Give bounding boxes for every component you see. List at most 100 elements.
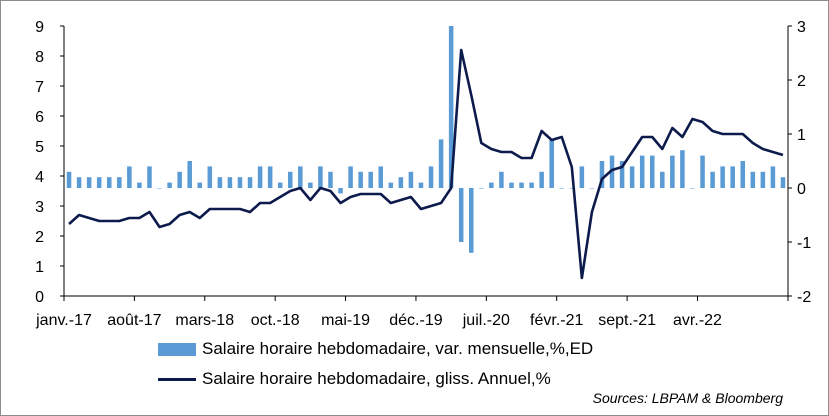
bar-2019-02 [318, 166, 323, 188]
bar-2022-12 [780, 177, 786, 188]
bar-2019-06 [358, 171, 363, 188]
legend-bar-label: Salaire horaire hebdomadaire, var. mensu… [202, 339, 594, 358]
bar-2020-07 [489, 182, 494, 188]
bar-2017-11 [167, 182, 172, 188]
bar-2020-05 [468, 188, 474, 253]
left-tick-label: 0 [35, 289, 44, 306]
legend-bar-swatch [158, 342, 196, 356]
bar-2022-01 [670, 155, 675, 188]
bar-2017-12 [177, 171, 182, 188]
left-tick-label: 4 [35, 169, 44, 186]
bar-2022-11 [770, 166, 776, 188]
bar-2017-01 [66, 171, 72, 188]
bar-2020-12 [539, 171, 544, 188]
bar-2022-04 [700, 155, 705, 188]
x-tick-label: mai-19 [321, 312, 370, 329]
right-tick-label: -2 [797, 289, 811, 306]
bar-2021-11 [649, 155, 655, 188]
bar-2020-01 [428, 166, 434, 188]
legend-line-label: Salaire horaire hebdomadaire, gliss. Ann… [202, 369, 551, 388]
bar-2021-06 [599, 161, 605, 188]
bar-2019-10 [398, 177, 404, 188]
bar-2022-05 [710, 171, 715, 188]
left-tick-label: 3 [35, 199, 44, 216]
bar-2017-10 [157, 188, 162, 189]
bar-2017-08 [137, 182, 142, 188]
x-tick-label: juil.-20 [462, 312, 510, 329]
bar-2021-05 [589, 188, 595, 189]
bar-2020-04 [458, 188, 464, 242]
bar-2020-10 [519, 182, 524, 188]
bar-2020-09 [509, 182, 514, 188]
right-tick-label: 3 [797, 19, 806, 36]
bar-2022-08 [740, 161, 746, 188]
bar-2018-08 [257, 166, 263, 188]
bar-2019-07 [368, 171, 373, 188]
bar-2018-06 [237, 177, 243, 188]
bar-2022-03 [690, 188, 695, 189]
bar-2020-11 [529, 182, 534, 188]
bar-2019-11 [408, 171, 414, 188]
x-tick-label: sept.-21 [598, 312, 656, 329]
bar-2021-07 [609, 155, 615, 188]
bar-2018-02 [197, 182, 203, 188]
bar-2022-07 [730, 166, 735, 188]
bar-series-monthly [66, 26, 786, 253]
x-tick-label: févr.-21 [530, 312, 583, 329]
legend-line-swatch [158, 377, 196, 381]
left-tick-label: 5 [35, 139, 44, 156]
bar-2021-01 [549, 139, 554, 188]
source-note: Sources: LBPAM & Bloomberg [592, 390, 783, 406]
left-tick-label: 8 [35, 49, 44, 66]
bar-2020-06 [479, 188, 484, 189]
bar-2018-07 [247, 177, 253, 188]
bar-2019-05 [348, 166, 353, 188]
line-series-annual [68, 48, 784, 280]
bar-2022-02 [680, 150, 685, 188]
bar-2021-12 [660, 171, 665, 188]
bar-2019-08 [378, 166, 384, 188]
x-tick-label: déc.-19 [389, 312, 442, 329]
bar-2021-04 [579, 166, 585, 188]
bar-2022-06 [720, 166, 725, 188]
x-tick-label: août-17 [107, 312, 161, 329]
bar-2019-04 [338, 188, 343, 194]
bar-2019-01 [308, 182, 313, 188]
bar-2018-04 [217, 177, 223, 188]
bar-2017-07 [127, 166, 132, 188]
bar-2018-01 [187, 161, 192, 188]
bar-2021-10 [639, 155, 645, 188]
axes: 0 1 2 3 4 5 6 7 8 9 -2 -1 0 1 2 3 janv.-17 août-17 mars-18… [35, 19, 811, 329]
left-tick-label: 2 [35, 229, 44, 246]
legend-item-line: Salaire horaire hebdomadaire, gliss. Ann… [158, 369, 551, 389]
bar-2022-10 [760, 171, 766, 188]
bar-2017-02 [76, 177, 82, 188]
bar-2018-10 [277, 182, 283, 188]
x-tick-label: janv.-17 [35, 312, 92, 329]
bar-2017-04 [96, 177, 102, 188]
bar-2018-11 [287, 171, 293, 188]
bar-2017-05 [106, 177, 112, 188]
annual-growth-line [68, 48, 784, 280]
bar-2018-12 [298, 166, 303, 188]
left-tick-label: 1 [35, 259, 44, 276]
x-tick-label: oct.-18 [251, 312, 300, 329]
bar-2020-08 [499, 171, 504, 188]
x-tick-label: avr.-22 [673, 312, 722, 329]
right-tick-label: 2 [797, 73, 806, 90]
bar-2021-02 [559, 188, 565, 189]
bar-2021-08 [619, 161, 625, 188]
right-tick-label: -1 [797, 235, 811, 252]
bar-2021-09 [629, 166, 635, 188]
bar-2020-03 [448, 26, 454, 188]
bar-2017-03 [86, 177, 92, 188]
right-tick-label: 1 [797, 127, 806, 144]
bar-2018-03 [207, 166, 213, 188]
bar-2019-03 [328, 171, 333, 188]
bar-2020-02 [438, 139, 444, 188]
bar-2019-12 [418, 182, 424, 188]
bar-2018-05 [227, 177, 233, 188]
right-tick-label: 0 [797, 181, 806, 198]
bar-2022-09 [750, 171, 756, 188]
